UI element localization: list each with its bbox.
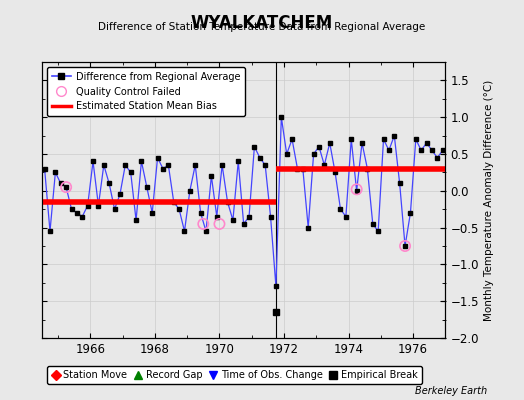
- Text: Difference of Station Temperature Data from Regional Average: Difference of Station Temperature Data f…: [99, 22, 425, 32]
- Y-axis label: Monthly Temperature Anomaly Difference (°C): Monthly Temperature Anomaly Difference (…: [484, 79, 494, 321]
- Text: Berkeley Earth: Berkeley Earth: [415, 386, 487, 396]
- Point: [353, 186, 361, 192]
- Point: [401, 243, 409, 249]
- Legend: Station Move, Record Gap, Time of Obs. Change, Empirical Break: Station Move, Record Gap, Time of Obs. C…: [47, 366, 422, 384]
- Point: [215, 221, 224, 227]
- Text: WYALKATCHEM: WYALKATCHEM: [191, 14, 333, 32]
- Point: [62, 184, 70, 190]
- Point: [199, 221, 208, 227]
